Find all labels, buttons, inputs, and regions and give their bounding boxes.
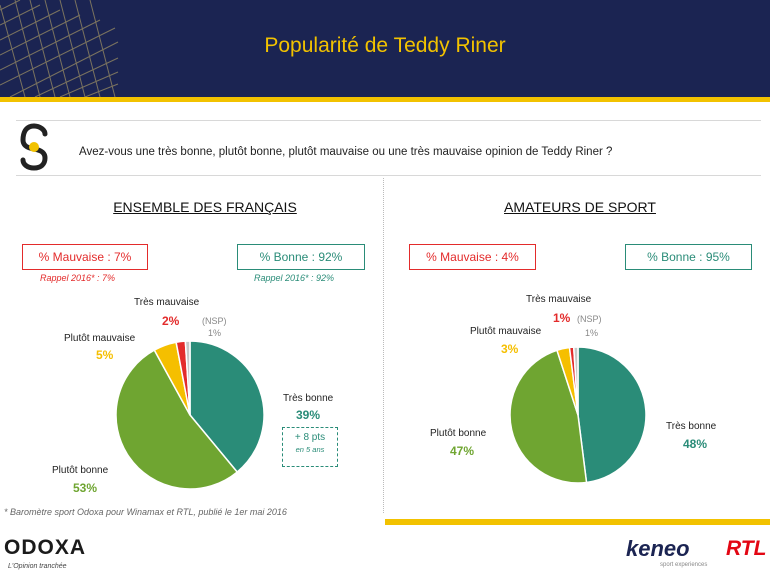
left-value-plutot-mauvaise: 5% <box>96 348 114 362</box>
keneo-tagline: sport experiences <box>660 562 708 568</box>
header-gold-line <box>0 97 770 102</box>
right-value-plutot-bonne: 47% <box>450 444 475 458</box>
right-label-tres-bonne: Très bonne <box>666 421 717 432</box>
header-pattern <box>0 0 119 97</box>
left-value-tres-bonne: 39% <box>296 408 321 422</box>
left-pie-slice-nsp <box>184 340 191 416</box>
right-section-title: AMATEURS DE SPORT <box>504 199 656 215</box>
right-mauvaise-box: % Mauvaise : 4% <box>409 244 536 270</box>
footnote: * Baromètre sport Odoxa pour Winamax et … <box>4 507 287 517</box>
evolution-points: + 8 pts <box>294 432 326 443</box>
right-value-plutot-mauvaise: 3% <box>501 342 519 356</box>
right-label-plutot-bonne: Plutôt bonne <box>430 428 487 439</box>
section-divider <box>383 178 384 513</box>
left-bonne-box: % Bonne : 92% <box>237 244 365 270</box>
odoxa-logo: ODOXA <box>4 536 87 559</box>
evolution-box: + 8 pts en 5 ans <box>282 427 338 467</box>
right-value-nsp: 1% <box>585 328 599 338</box>
right-label-tres-mauvaise: Très mauvaise <box>526 294 592 305</box>
left-pie-slice-tres-bonne <box>189 340 265 474</box>
left-label-nsp: (NSP) <box>202 316 227 326</box>
left-section-title: ENSEMBLE DES FRANÇAIS <box>113 199 297 215</box>
rtl-logo: RTL <box>726 537 767 560</box>
left-label-tres-mauvaise: Très mauvaise <box>134 297 200 308</box>
right-pie-chart <box>509 346 647 484</box>
question-text: Avez-vous une très bonne, plutôt bonne, … <box>79 146 613 158</box>
right-value-tres-bonne: 48% <box>683 437 708 451</box>
right-bonne-box: % Bonne : 95% <box>625 244 752 270</box>
footer-gold-bar <box>385 519 770 525</box>
page-title: Popularité de Teddy Riner <box>264 34 506 57</box>
left-label-plutot-bonne: Plutôt bonne <box>52 465 109 476</box>
evolution-period: en 5 ans <box>295 445 325 454</box>
left-pie-slice-plutot-bonne <box>115 349 239 490</box>
right-label-nsp: (NSP) <box>577 314 602 324</box>
left-value-tres-mauvaise: 2% <box>162 314 180 328</box>
right-label-plutot-mauvaise: Plutôt mauvaise <box>470 326 542 337</box>
right-pie-slice-tres-bonne <box>577 346 647 484</box>
left-rappel-mauvaise: Rappel 2016* : 7% <box>40 273 116 283</box>
left-value-nsp: 1% <box>208 328 222 338</box>
odoxa-question-icon <box>20 123 48 171</box>
header-banner: Popularité de Teddy Riner <box>0 0 770 97</box>
left-label-tres-bonne: Très bonne <box>283 393 334 404</box>
odoxa-tagline: L'Opinion tranchée <box>8 563 67 570</box>
left-pie-chart <box>115 340 265 490</box>
left-rappel-bonne: Rappel 2016* : 92% <box>254 273 335 283</box>
left-value-plutot-bonne: 53% <box>73 481 98 495</box>
right-pie-slice-nsp <box>572 346 579 416</box>
left-mauvaise-box: % Mauvaise : 7% <box>22 244 148 270</box>
question-box <box>16 120 761 176</box>
keneo-logo: keneo <box>626 536 690 561</box>
right-value-tres-mauvaise: 1% <box>553 311 571 325</box>
left-label-plutot-mauvaise: Plutôt mauvaise <box>64 333 136 344</box>
